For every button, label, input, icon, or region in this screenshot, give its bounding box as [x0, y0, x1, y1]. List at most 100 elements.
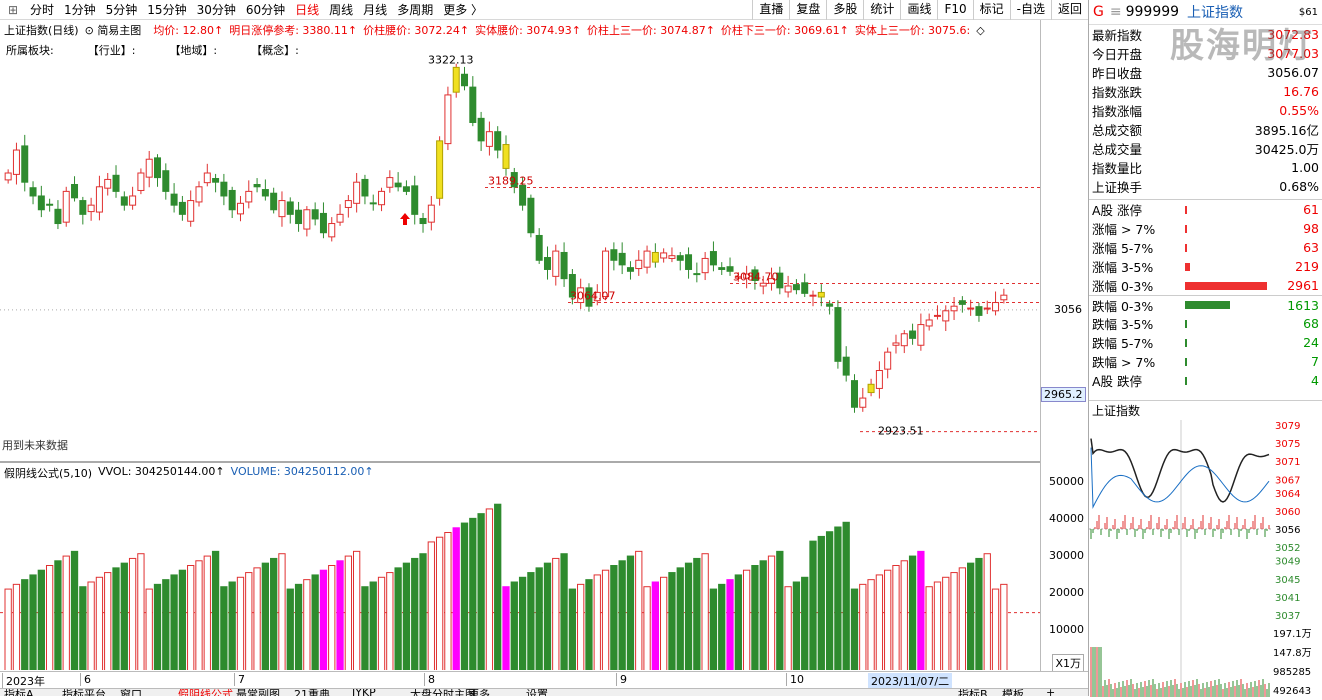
bottom-tab[interactable]: 窗口	[120, 688, 142, 696]
candle-body	[145, 158, 153, 178]
toolbar-button[interactable]: 画线	[900, 0, 937, 20]
list-icon[interactable]: ≡	[1109, 4, 1122, 20]
bottom-tab[interactable]: 指标平台	[62, 688, 106, 696]
candle-body	[834, 307, 842, 362]
toolbar-button[interactable]: 直播	[752, 0, 789, 20]
dist-bar	[1184, 205, 1267, 214]
candle-body	[485, 131, 493, 147]
volume-bar	[643, 586, 651, 670]
candle-body	[62, 190, 70, 223]
volume-bar	[552, 557, 560, 670]
volume-bar	[684, 562, 693, 670]
volume-bar	[958, 567, 967, 670]
volume-bar	[577, 583, 585, 670]
g-icon[interactable]: G	[1093, 4, 1104, 20]
bottom-tab[interactable]: 设置	[526, 688, 548, 696]
period-tab[interactable]: 60分钟	[245, 3, 286, 17]
period-tab[interactable]: 月线	[363, 3, 388, 17]
period-tab[interactable]: 分时	[30, 3, 55, 17]
candle-body	[859, 397, 867, 408]
sub-info-line: 假阴线公式(5,10) VVOL: 304250144.00↑ VOLUME: …	[4, 465, 374, 481]
volume-bar	[900, 560, 908, 670]
bottom-tab[interactable]: JYKP	[352, 688, 376, 696]
bottom-right-tab[interactable]: 模板	[1002, 688, 1024, 696]
period-tab[interactable]: 1分钟	[64, 3, 96, 17]
candle-body	[892, 342, 900, 346]
candle-body	[933, 314, 941, 317]
concept-label[interactable]: 【概念】:	[251, 44, 299, 57]
bottom-tab[interactable]: 大盘分时主图	[410, 688, 476, 696]
toolbar-button[interactable]: 多股	[826, 0, 863, 20]
volume-bar	[535, 567, 543, 670]
mini-axis-label: 3064	[1275, 489, 1300, 500]
volume-bar	[427, 541, 435, 670]
volume-bar	[718, 583, 726, 670]
volume-bar	[54, 560, 62, 670]
volume-bar	[178, 569, 187, 670]
period-tab[interactable]: 多周期	[397, 3, 434, 17]
bottom-tab[interactable]: 最常副图	[236, 688, 280, 696]
candle-body	[900, 333, 908, 347]
mini-axis-label: 3056	[1275, 525, 1300, 536]
main-mode-dropdown[interactable]: ⊙ 简易主图	[84, 24, 142, 37]
period-tab[interactable]: 5分钟	[105, 3, 138, 17]
volume-bar	[45, 565, 54, 670]
toolbar-button[interactable]: -自选	[1009, 0, 1051, 20]
pane-separator[interactable]	[0, 461, 1088, 463]
grid-icon[interactable]: ⊞	[7, 2, 19, 17]
toolbar-button[interactable]: 复盘	[789, 0, 826, 20]
mini-price-line	[1090, 438, 1270, 503]
bottom-tab[interactable]: 指标A	[4, 688, 34, 696]
candle-body	[303, 209, 311, 230]
candle-body	[129, 195, 137, 206]
volume-bar	[834, 526, 842, 670]
candle-body	[436, 140, 444, 199]
bottom-tab[interactable]: 假阴线公式	[178, 688, 233, 696]
volume-bar	[187, 565, 195, 670]
industry-label[interactable]: 【行业】:	[87, 44, 136, 57]
toolbar-button[interactable]: 返回	[1050, 0, 1088, 20]
stat-value: 3056.07	[1267, 65, 1319, 80]
volume-bar	[128, 557, 137, 670]
limit-ref: 明日涨停参考: 3380.11↑	[229, 24, 358, 37]
candle-body	[378, 190, 386, 206]
period-tab[interactable]: 更多 〉	[443, 3, 484, 17]
region-label[interactable]: 【地域】:	[169, 44, 218, 57]
candle-body	[768, 278, 776, 284]
period-tab[interactable]: 15分钟	[147, 3, 187, 17]
bottom-right-tab[interactable]: +	[1046, 688, 1056, 696]
candle-body	[726, 266, 734, 272]
expand-icon[interactable]: ◇	[976, 23, 985, 37]
bottom-right-tab[interactable]: 指标B	[958, 688, 988, 696]
mini-chart-panel[interactable]: 上证指数 3079 3075 3071 3067 3064 3060 3056 3052 304…	[1089, 400, 1322, 697]
candle-body	[353, 181, 361, 204]
candlestick-chart[interactable]: 3322.13 3189.25 3084.70 3064.07 2923.51	[0, 39, 1040, 459]
candle-body	[236, 202, 244, 215]
toolbar-button[interactable]: 统计	[863, 0, 900, 20]
volume-bar	[452, 527, 460, 670]
toolbar-button[interactable]: 标记	[972, 0, 1010, 20]
dist-row: 跌幅 5-7% 24	[1089, 333, 1322, 352]
candle-body	[950, 305, 958, 312]
bottom-tab[interactable]: 更多	[468, 688, 490, 696]
right-panel: G ≡ 999999 上证指数 $61 股海明灯 最新指数 3072.83 今日开盘…	[1088, 0, 1322, 697]
toolbar-button[interactable]: F10	[937, 0, 972, 20]
volume-bar	[485, 508, 494, 670]
mini-intraday-chart[interactable]: 3079 3075 3071 3067 3064 3060 3056 3052 3049 3045…	[1089, 420, 1322, 697]
dist-label: A股 涨停	[1092, 203, 1143, 218]
candle-body	[71, 183, 79, 199]
candle-body	[319, 212, 327, 234]
stat-row: 今日开盘 3077.03	[1089, 44, 1322, 63]
sub-title[interactable]: 假阴线公式(5,10)	[4, 467, 93, 480]
candle-body	[701, 257, 709, 274]
volume-chart[interactable]	[0, 463, 1040, 670]
candle-body	[809, 294, 817, 297]
period-tab[interactable]: 30分钟	[196, 3, 236, 17]
bottom-tab[interactable]: 21重典	[294, 688, 330, 696]
period-tab[interactable]: 周线	[329, 3, 354, 17]
candle-body	[452, 66, 460, 93]
candle-body	[469, 86, 477, 123]
volume-bar	[352, 550, 361, 670]
price-annotation: 3189.25	[488, 174, 534, 187]
period-tab[interactable]: 日线	[295, 3, 320, 17]
